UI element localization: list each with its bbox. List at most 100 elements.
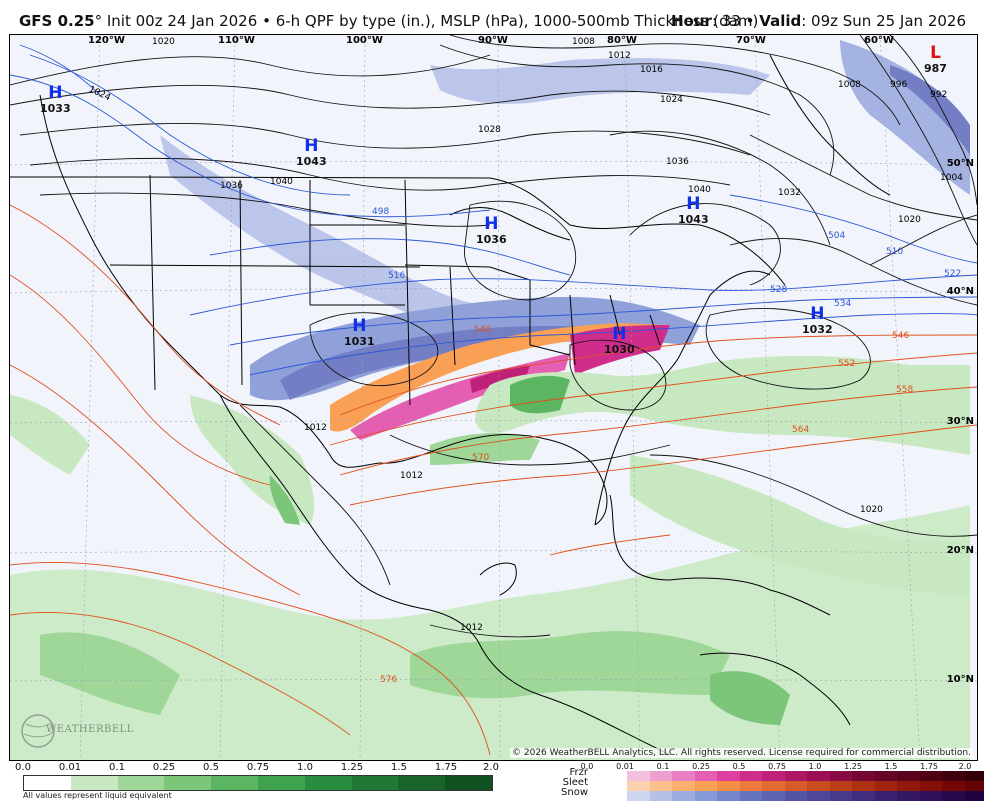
qpf-tick: 0.1 [109, 762, 125, 773]
ptype-swatch [919, 781, 942, 791]
weatherbell-logo: WEATHERBELL [18, 710, 133, 752]
qpf-note: All values represent liquid equivalent [23, 791, 172, 800]
high-letter: H [612, 324, 627, 344]
isobar-label: 1024 [660, 95, 683, 105]
thickness-label: 504 [828, 231, 846, 241]
qpf-swatch [164, 776, 212, 790]
isobar-label: 1028 [478, 125, 501, 135]
ptype-swatch [762, 781, 785, 791]
isobar-label: 1008 [572, 37, 595, 47]
ptype-swatch [784, 771, 807, 781]
qpf-swatch [70, 776, 118, 790]
isobar-label: 1020 [898, 215, 921, 225]
thickness-label: 516 [388, 271, 406, 281]
ptype-swatch [897, 771, 920, 781]
ptype-tick: 1.75 [920, 762, 938, 771]
ice-shading [330, 323, 670, 440]
qpf-tick: 2.0 [483, 762, 499, 773]
high-pressure-center: H 1043 [296, 138, 327, 169]
logo-globe-icon [21, 714, 55, 748]
qpf-swatch [398, 776, 446, 790]
high-letter: H [352, 316, 367, 336]
ptype-swatch [739, 791, 762, 801]
high-letter: H [484, 214, 499, 234]
ptype-swatch [807, 791, 830, 801]
qpf-swatch [257, 776, 305, 790]
qpf-tick: 0.0 [15, 762, 31, 773]
ptype-swatch [942, 791, 965, 801]
qpf-tick: 0.25 [152, 762, 176, 773]
isobar-label: 1040 [270, 177, 293, 187]
lon-label: 90°W [478, 35, 508, 46]
thickness-label: 522 [944, 269, 962, 279]
ptype-swatch [784, 781, 807, 791]
thickness-label: 564 [792, 425, 810, 435]
thickness-label: 570 [472, 453, 490, 463]
valid-value: : 09z Sun 25 Jan 2026 [801, 12, 966, 30]
ptype-swatch [717, 781, 740, 791]
thickness-label: 576 [380, 675, 398, 685]
ptype-swatch [852, 771, 875, 781]
lat-lon-grid [10, 35, 977, 760]
ptype-swatch [694, 781, 717, 791]
ptype-legend: 0.0 0.01 0.1 0.25 0.5 0.75 1.0 1.25 1.5 … [556, 762, 984, 806]
high-pressure-center: H 1036 [476, 214, 507, 247]
isobar-label: 1020 [860, 505, 883, 515]
high-letter: H [810, 304, 825, 324]
qpf-tick: 1.0 [297, 762, 313, 773]
isobar-label: 992 [930, 90, 948, 100]
ptype-swatch [649, 771, 672, 781]
lon-label: 100°W [346, 35, 383, 46]
ptype-swatch [897, 791, 920, 801]
pressure-value: 1043 [296, 155, 327, 168]
ptype-swatch [739, 771, 762, 781]
ptype-swatch [762, 791, 785, 801]
ptype-swatch [717, 791, 740, 801]
ptype-tick: 1.0 [808, 762, 822, 771]
ptype-swatch [672, 781, 695, 791]
isobar-label: 996 [890, 80, 908, 90]
high-pressure-center: H 1030 [604, 324, 635, 357]
ptype-swatch [964, 771, 984, 781]
ptype-swatch [807, 781, 830, 791]
low-pressure-center: L 987 [924, 43, 947, 76]
snow-shading [160, 40, 970, 401]
ptype-swatch [694, 791, 717, 801]
lat-label: 40°N [946, 286, 974, 297]
qpf-tick: 0.5 [203, 762, 219, 773]
model-name: GFS 0.25 [19, 12, 95, 30]
pressure-value: 1033 [40, 102, 71, 115]
qpf-swatch [211, 776, 258, 790]
ptype-tick: 1.5 [884, 762, 898, 771]
qpf-swatch [24, 776, 71, 790]
forecast-time: Hour: 33 • Valid: 09z Sun 25 Jan 2026 [671, 12, 966, 30]
pressure-value: 987 [924, 62, 947, 75]
ptype-swatch [897, 781, 920, 791]
ptype-swatch [649, 791, 672, 801]
ptype-color-bars [627, 771, 984, 801]
qpf-swatch [117, 776, 165, 790]
ptype-tick: 0.5 [732, 762, 746, 771]
pressure-value: 1032 [802, 323, 833, 336]
ptype-tick: 2.0 [958, 762, 972, 771]
qpf-swatch [351, 776, 399, 790]
ptype-row-labels: Frzr Sleet Snow [556, 768, 588, 798]
low-letter: L [930, 43, 941, 63]
ptype-swatch [762, 771, 785, 781]
qpf-swatch [445, 776, 492, 790]
isobar-label: 1036 [220, 181, 243, 191]
ptype-tick: 1.25 [844, 762, 862, 771]
copyright-notice: © 2026 WeatherBELL Analytics, LLC. All r… [510, 748, 973, 758]
ptype-swatch [694, 771, 717, 781]
snow-label: Snow [561, 787, 588, 798]
ptype-swatch [919, 771, 942, 781]
lat-label: 10°N [946, 674, 974, 685]
ptype-tick: 0.1 [656, 762, 670, 771]
ptype-swatch [829, 781, 852, 791]
isobar-label: 1016 [640, 65, 663, 75]
map-svg [10, 35, 977, 760]
ptype-swatch [874, 791, 897, 801]
ptype-swatch [672, 771, 695, 781]
pressure-value: 1043 [678, 213, 709, 226]
qpf-color-bar [23, 775, 493, 791]
